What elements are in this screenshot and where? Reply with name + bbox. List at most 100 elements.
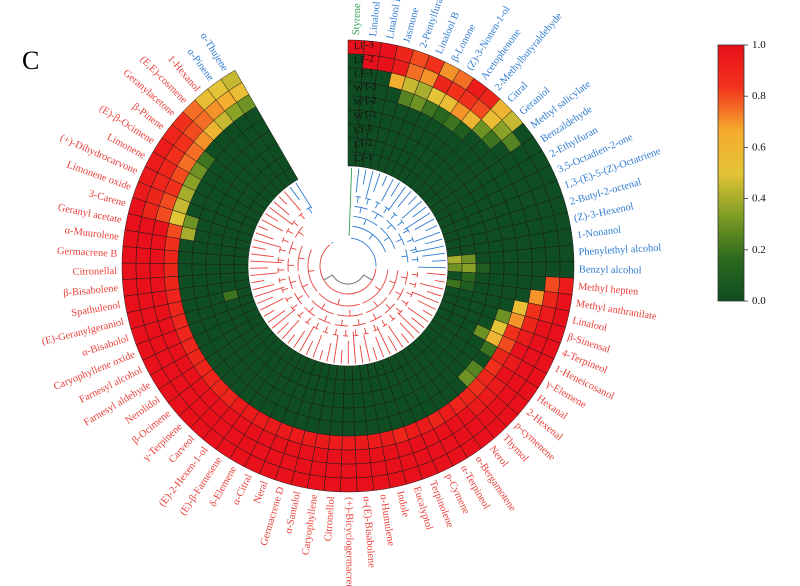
heatmap-cell bbox=[205, 253, 221, 265]
heatmap-cell bbox=[489, 251, 505, 264]
compound-label: Citronellal bbox=[72, 266, 117, 278]
dendrogram-red-branches bbox=[250, 191, 446, 365]
compound-label: α-Humulene bbox=[377, 494, 396, 548]
heatmap-cell bbox=[544, 245, 561, 263]
heatmap-cell bbox=[473, 241, 490, 255]
heatmap-cell bbox=[309, 460, 328, 478]
color-legend: 1.0 0.8 0.6 0.4 0.2 0.0 bbox=[717, 39, 766, 307]
compound-label: Methyl hepten bbox=[578, 281, 640, 297]
compound-label: Linalool A bbox=[368, 0, 384, 37]
heatmap-cell bbox=[323, 476, 342, 493]
heatmap-cell bbox=[341, 435, 356, 451]
colorbar-tick-label: 0.8 bbox=[752, 90, 766, 102]
heatmap-cell bbox=[341, 449, 357, 465]
sample-label: WT-1 bbox=[353, 109, 377, 122]
compound-label: Indole bbox=[394, 490, 411, 519]
heatmap-cell bbox=[151, 290, 169, 308]
heatmap-cell bbox=[205, 263, 221, 275]
heatmap-cell bbox=[517, 262, 533, 277]
heatmap-cell bbox=[191, 252, 207, 265]
compound-label: Neral bbox=[252, 480, 271, 506]
heatmap-cell bbox=[179, 286, 196, 302]
heatmap-cell bbox=[515, 234, 532, 251]
heatmap-cell bbox=[306, 474, 326, 491]
heatmap-cell bbox=[555, 292, 573, 312]
compound-label: α-(E)-Bisabolene bbox=[360, 496, 377, 569]
heatmap-cell bbox=[219, 254, 235, 265]
heatmap-cell bbox=[327, 434, 343, 451]
heatmap-cell bbox=[352, 378, 363, 395]
heatmap-cell bbox=[233, 255, 249, 265]
heatmap-cell bbox=[163, 263, 179, 278]
heatmap-cell bbox=[233, 264, 249, 274]
heatmap-cell bbox=[354, 420, 368, 437]
heatmap-cell bbox=[542, 230, 560, 248]
heatmap-cell bbox=[353, 406, 367, 423]
heatmap-cell bbox=[340, 477, 358, 493]
compound-label: β-Bisabolene bbox=[63, 283, 119, 299]
heatmap-cell bbox=[219, 272, 236, 284]
heatmap-cell bbox=[122, 278, 139, 297]
heatmap-cell bbox=[363, 405, 378, 422]
heatmap-cell bbox=[447, 263, 463, 273]
heatmap-cell bbox=[136, 277, 153, 295]
heatmap-cell bbox=[219, 264, 235, 274]
panel-letter: C bbox=[22, 46, 40, 75]
heatmap-cell bbox=[121, 262, 137, 280]
heatmap-cell bbox=[461, 253, 477, 264]
heatmap-cell bbox=[177, 250, 193, 265]
sample-label: WT-2 bbox=[353, 95, 377, 108]
colorbar-tick-label: 0.4 bbox=[752, 193, 766, 205]
heatmap-cell bbox=[122, 229, 140, 248]
heatmap-cell bbox=[324, 462, 342, 479]
sample-label: WT-3 bbox=[353, 81, 377, 94]
heatmap-cell bbox=[559, 261, 575, 279]
heatmap-cell bbox=[164, 236, 181, 252]
colorbar-tick-label: 0.2 bbox=[752, 244, 766, 256]
heatmap-cell bbox=[531, 261, 547, 277]
heatmap-cell bbox=[354, 434, 370, 451]
compound-label: Caryophyllene oxide bbox=[52, 349, 137, 393]
heatmap-cell bbox=[371, 473, 391, 491]
heatmap-cell bbox=[163, 249, 179, 264]
heatmap-cell bbox=[516, 248, 533, 263]
heatmap-cell bbox=[503, 262, 519, 276]
compound-label: (Z)-3-Hexenol bbox=[573, 201, 635, 224]
heatmap-cell bbox=[545, 261, 561, 278]
sample-label: LF-3 bbox=[353, 39, 374, 52]
sample-labels: LF-3LF-2LF-1WT-3WT-2WT-1 LT-3LT-2LT-1 bbox=[353, 39, 377, 164]
heatmap-cell bbox=[283, 166, 299, 184]
heatmap-cell bbox=[329, 420, 344, 437]
heatmap-cell bbox=[165, 288, 182, 305]
heatmap-cell bbox=[352, 392, 365, 409]
heatmap-cell bbox=[177, 263, 193, 277]
compound-label: Germacrene B bbox=[57, 246, 118, 260]
heatmap-cell bbox=[312, 446, 329, 464]
heatmap-cell bbox=[205, 273, 222, 286]
heatmap-cell bbox=[136, 231, 153, 250]
heatmap-cell bbox=[137, 292, 155, 311]
compound-label: 1-Nonanol bbox=[576, 225, 622, 242]
heatmap-cell bbox=[365, 418, 381, 436]
compound-label: (+)-Bicyclogermacrene bbox=[343, 497, 354, 586]
heatmap-cell bbox=[351, 365, 362, 381]
heatmap-cell bbox=[447, 255, 463, 265]
compound-label: Jasmone bbox=[402, 6, 422, 44]
heatmap-cell bbox=[367, 432, 383, 450]
compound-label: Benzyl alcohol bbox=[579, 264, 642, 276]
heatmap-cells bbox=[121, 39, 575, 493]
heatmap-cell bbox=[356, 476, 375, 493]
heatmap-cell bbox=[342, 421, 356, 437]
colorbar bbox=[717, 44, 745, 302]
heatmap-cell bbox=[488, 273, 505, 287]
heatmap-cell bbox=[135, 262, 151, 280]
compound-label: Phenylethyl alcohol bbox=[578, 243, 661, 259]
dendrogram-green-branch bbox=[348, 168, 353, 237]
heatmap-cell bbox=[558, 244, 575, 262]
compound-label: α-Muurolene bbox=[64, 225, 120, 243]
heatmap-cell bbox=[530, 247, 547, 263]
heatmap-cell bbox=[164, 275, 180, 291]
heatmap-cell bbox=[178, 275, 194, 290]
